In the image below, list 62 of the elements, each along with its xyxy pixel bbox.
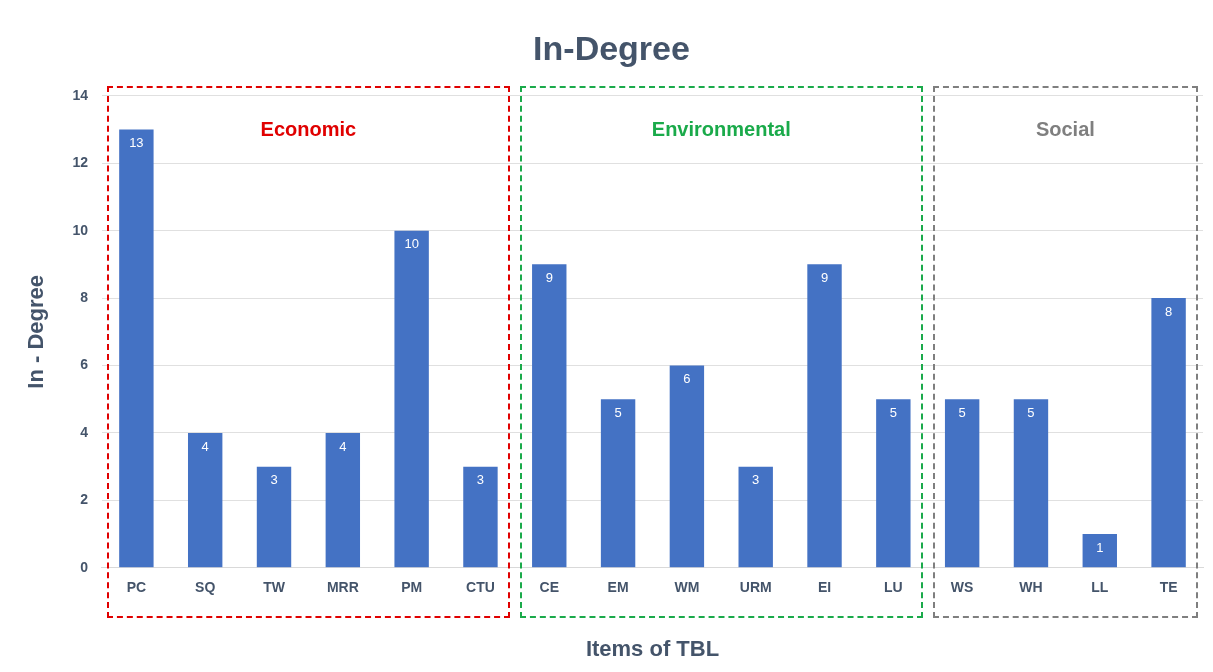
bar xyxy=(325,432,361,568)
x-tick-label: LU xyxy=(884,579,903,596)
bar xyxy=(738,466,773,568)
y-axis-title: In - Degree xyxy=(23,274,49,389)
data-label: 8 xyxy=(1164,303,1173,319)
bar xyxy=(876,399,911,568)
x-tick-label: EI xyxy=(817,579,832,596)
bar xyxy=(807,264,842,568)
data-label: 9 xyxy=(545,269,553,285)
x-tick-label: PC xyxy=(126,579,147,596)
x-tick-label: WH xyxy=(1019,579,1043,596)
x-tick-label: TW xyxy=(263,579,286,596)
data-label: 9 xyxy=(820,269,829,285)
bar xyxy=(256,466,292,568)
x-tick-label: WS xyxy=(950,579,974,596)
x-tick-label: URM xyxy=(739,579,772,596)
data-label: 5 xyxy=(958,404,966,420)
y-tick-label: 12 xyxy=(72,154,89,171)
x-tick-label: TE xyxy=(1159,579,1178,596)
y-tick-label: 10 xyxy=(72,221,89,238)
annotation: Environmental xyxy=(650,117,792,141)
data-label: 1 xyxy=(1096,539,1104,555)
x-tick-label: CTU xyxy=(466,579,495,596)
y-tick-label: 6 xyxy=(80,356,89,373)
data-label: 6 xyxy=(683,371,691,387)
data-label: 4 xyxy=(201,438,209,454)
x-tick-label: PM xyxy=(401,579,423,596)
annotation: Social xyxy=(1034,117,1096,141)
x-tick-label: CE xyxy=(539,579,559,596)
data-label: 10 xyxy=(404,236,419,252)
x-tick-label: WM xyxy=(674,579,700,596)
bar xyxy=(669,365,705,568)
bar xyxy=(1013,399,1049,568)
data-label: 3 xyxy=(476,472,485,488)
y-tick-label: 0 xyxy=(80,558,89,575)
x-tick-label: LL xyxy=(1091,579,1109,596)
bar xyxy=(394,230,429,568)
x-tick-label: MRR xyxy=(326,579,359,596)
annotation: Economic xyxy=(260,117,357,140)
data-label: 3 xyxy=(752,472,760,488)
data-label: 4 xyxy=(339,438,347,454)
data-label: 13 xyxy=(129,135,144,151)
bar xyxy=(532,264,567,568)
bar xyxy=(1151,298,1186,568)
data-label: 5 xyxy=(614,404,622,420)
data-label: 3 xyxy=(270,472,278,488)
y-tick-label: 14 xyxy=(72,86,89,103)
bar xyxy=(1082,534,1117,568)
bar xyxy=(944,399,980,568)
y-tick-label: 4 xyxy=(80,423,89,440)
data-label: 5 xyxy=(1027,404,1035,420)
x-axis-title: Items of TBL xyxy=(585,635,720,661)
x-tick-label: SQ xyxy=(195,579,216,596)
bar xyxy=(463,466,498,568)
y-tick-label: 2 xyxy=(80,491,89,508)
data-label: 5 xyxy=(889,404,897,420)
bar xyxy=(600,399,636,568)
x-tick-label: EM xyxy=(607,579,629,596)
bar xyxy=(187,432,223,568)
bar xyxy=(119,129,154,568)
chart-title: In-Degree xyxy=(533,28,690,67)
y-tick-label: 8 xyxy=(80,288,89,305)
